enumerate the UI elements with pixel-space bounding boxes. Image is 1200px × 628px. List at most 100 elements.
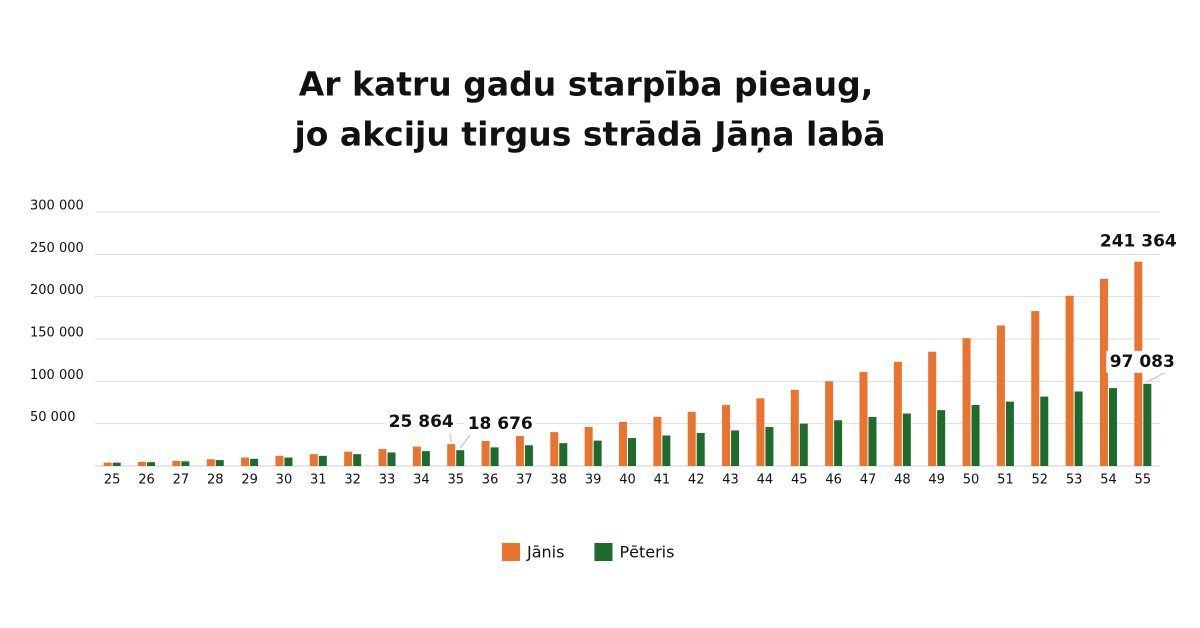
bar	[181, 461, 190, 466]
label-background	[464, 413, 537, 436]
bar	[1143, 383, 1152, 466]
x-tick-label: 43	[722, 473, 739, 488]
x-tick-label: 39	[585, 473, 602, 488]
bar	[112, 462, 121, 466]
bar	[1099, 278, 1108, 466]
bar	[344, 451, 353, 466]
bar	[387, 452, 396, 466]
label-background	[1106, 350, 1179, 373]
x-tick-label: 36	[482, 473, 499, 488]
label-background	[385, 411, 458, 434]
bar	[215, 460, 224, 466]
bar	[412, 446, 421, 466]
x-tick-label: 45	[791, 473, 808, 488]
bar	[584, 427, 593, 466]
chart-title: Ar katru gadu starpība pieaug,	[299, 65, 874, 104]
x-tick-label: 37	[516, 473, 533, 488]
x-tick-label: 42	[688, 473, 705, 488]
x-tick-label: 46	[825, 473, 842, 488]
bar	[790, 389, 799, 466]
bar	[284, 457, 293, 466]
bar	[481, 441, 490, 466]
x-tick-label: 51	[997, 473, 1014, 488]
value-label: 18 676	[468, 414, 533, 434]
bar	[834, 420, 843, 466]
x-tick-label: 52	[1031, 473, 1048, 488]
legend-label: Jānis	[526, 543, 564, 562]
bar	[275, 455, 284, 466]
bar	[421, 451, 430, 466]
bar	[799, 423, 808, 466]
bar	[524, 445, 533, 466]
bar	[722, 405, 731, 466]
bar	[859, 372, 868, 466]
x-tick-label: 30	[276, 473, 293, 488]
x-tick-label: 35	[447, 473, 464, 488]
label-background	[1102, 230, 1175, 253]
bar	[619, 421, 627, 466]
x-tick-label: 44	[757, 473, 774, 488]
bar	[378, 449, 387, 466]
bar	[550, 432, 559, 466]
bar	[962, 338, 971, 466]
bar	[1065, 295, 1074, 466]
bar	[937, 410, 946, 466]
x-tick-label: 32	[344, 473, 361, 488]
bar	[147, 462, 156, 466]
bar	[662, 435, 671, 466]
bar	[593, 440, 602, 466]
legend-label: Pēteris	[619, 543, 674, 562]
bar	[825, 381, 834, 466]
x-tick-label: 49	[928, 473, 945, 488]
x-tick-label: 41	[654, 473, 671, 488]
bar	[309, 454, 318, 466]
bar	[893, 361, 902, 466]
bar	[765, 427, 774, 466]
y-tick-label: 250 000	[30, 241, 84, 256]
y-tick-label: 50 000	[30, 410, 76, 425]
bar	[971, 405, 980, 466]
bar	[103, 462, 112, 466]
chart-title: jo akciju tirgus strādā Jāņa labā	[292, 115, 885, 154]
x-tick-label: 33	[379, 473, 396, 488]
x-tick-label: 31	[310, 473, 327, 488]
bar	[731, 430, 740, 466]
bar	[353, 454, 362, 466]
x-tick-label: 47	[860, 473, 877, 488]
value-label: 25 864	[389, 412, 454, 432]
bar	[206, 459, 215, 466]
bar	[628, 438, 636, 466]
bar	[687, 411, 696, 466]
x-tick-label: 53	[1066, 473, 1083, 488]
legend-swatch	[594, 543, 613, 561]
x-tick-label: 48	[894, 473, 911, 488]
x-tick-label: 54	[1100, 473, 1117, 488]
bar	[1031, 311, 1040, 466]
bar	[138, 461, 147, 466]
value-label: 241 364	[1100, 232, 1177, 252]
legend-swatch	[502, 543, 520, 561]
bar	[1005, 401, 1014, 466]
bar	[696, 432, 705, 466]
bar	[1040, 396, 1049, 466]
y-tick-label: 300 000	[30, 199, 84, 214]
bar	[1108, 388, 1117, 466]
bar	[447, 444, 456, 466]
bar	[559, 443, 568, 466]
bar	[250, 458, 259, 466]
x-tick-label: 38	[551, 473, 568, 488]
bar	[928, 351, 937, 466]
y-tick-label: 200 000	[30, 283, 84, 298]
bar	[241, 457, 250, 466]
bar	[996, 325, 1005, 466]
bar	[902, 413, 911, 466]
bar	[756, 398, 765, 466]
bar	[868, 416, 877, 466]
value-label: 97 083	[1110, 352, 1175, 372]
bar	[318, 455, 327, 466]
x-tick-label: 55	[1135, 473, 1152, 488]
x-tick-label: 40	[619, 473, 636, 488]
x-tick-label: 28	[207, 473, 224, 488]
